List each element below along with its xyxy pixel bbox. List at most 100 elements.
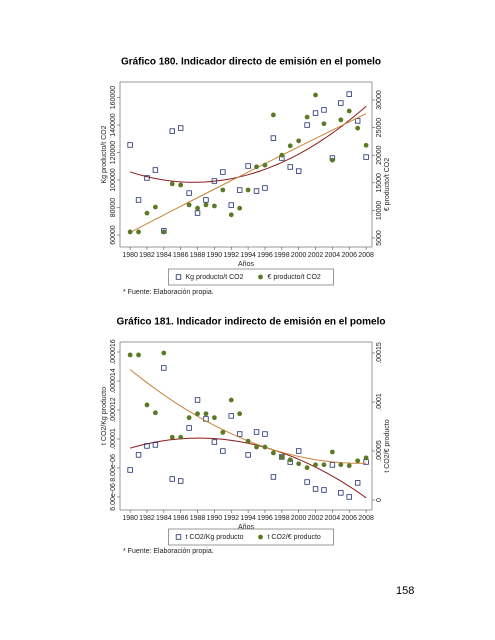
point	[262, 185, 268, 191]
x-tick-label: 1996	[257, 515, 273, 522]
point	[338, 117, 344, 123]
y2-tick-label: 20000	[376, 145, 383, 165]
x-tick-label: 1982	[139, 515, 155, 522]
point	[245, 452, 251, 458]
page-number: 158	[396, 585, 414, 597]
y2-tick-label: 0	[376, 498, 383, 502]
point	[169, 476, 175, 482]
point	[321, 107, 327, 113]
point	[195, 205, 200, 211]
point	[228, 212, 234, 218]
x-tick-label: 1986	[173, 515, 189, 522]
point	[338, 462, 344, 468]
point	[354, 118, 361, 124]
x-tick-label: 1990	[207, 252, 223, 259]
point	[220, 429, 226, 435]
point	[136, 352, 141, 358]
point	[245, 163, 251, 169]
x-tick-label: 2004	[325, 252, 341, 259]
legend-marker	[175, 534, 182, 540]
point	[279, 152, 285, 158]
point	[178, 182, 184, 188]
point	[346, 494, 352, 500]
point	[152, 410, 158, 416]
point	[169, 181, 175, 187]
plot-area	[119, 341, 373, 511]
y-tick-label: 160000	[110, 86, 117, 109]
point	[296, 461, 302, 467]
point	[270, 135, 277, 141]
y2-tick-label: 25000	[376, 118, 383, 138]
x-tick-label: 1990	[207, 515, 223, 522]
x-tick-label: 1996	[257, 252, 273, 259]
x-tick-label: 2006	[341, 252, 357, 259]
point	[194, 210, 201, 216]
point	[177, 478, 184, 484]
point	[169, 434, 175, 440]
point	[338, 490, 344, 496]
point	[304, 479, 310, 485]
point	[338, 100, 344, 106]
y2-tick-label: 30000	[376, 90, 383, 110]
x-tick-label: 2002	[308, 252, 324, 259]
point	[161, 350, 167, 356]
point	[161, 365, 167, 371]
y2-tick-label: 5000	[376, 230, 383, 246]
y2-axis-title: t CO2/€ producto	[384, 419, 391, 472]
y-tick-label: 140000	[110, 113, 117, 136]
x-tick-label: 2000	[291, 252, 307, 259]
x-tick-label: 1982	[139, 252, 155, 259]
point	[169, 128, 175, 134]
legend-marker	[258, 534, 263, 540]
y-tick-label: .000016	[110, 339, 117, 364]
point	[313, 462, 318, 468]
point	[152, 204, 158, 210]
point	[253, 429, 260, 435]
point	[304, 465, 310, 471]
y-tick-label: 120000	[110, 141, 117, 164]
legend	[168, 528, 334, 546]
point	[220, 169, 226, 175]
x-tick-label: 1988	[190, 515, 206, 522]
point	[346, 108, 352, 114]
point	[312, 486, 319, 492]
source-note: * Fuente: Elaboración propia.	[123, 289, 214, 296]
x-tick-label: 1998	[274, 252, 290, 259]
point	[354, 480, 361, 486]
x-axis-title: Años	[238, 261, 254, 268]
point	[304, 114, 310, 120]
point	[245, 438, 251, 444]
point	[262, 444, 268, 450]
x-tick-label: 1994	[240, 252, 256, 259]
x-tick-label: 1998	[274, 515, 290, 522]
point	[127, 229, 133, 235]
point	[363, 154, 369, 160]
point	[279, 454, 285, 460]
y-tick-label: .000014	[110, 368, 117, 393]
point	[304, 122, 310, 128]
y2-axis-title: € producto/t CO2	[384, 158, 391, 211]
x-tick-label: 1992	[223, 515, 239, 522]
point	[178, 434, 184, 440]
point	[136, 229, 141, 235]
legend-marker	[258, 274, 263, 280]
point	[228, 202, 234, 208]
fit-line	[129, 105, 367, 183]
fit-line	[129, 113, 367, 233]
point	[144, 402, 150, 408]
point	[161, 229, 167, 235]
x-tick-label: 1984	[156, 252, 172, 259]
point	[237, 205, 243, 211]
point	[211, 178, 218, 184]
point	[228, 397, 234, 403]
x-tick-label: 1984	[156, 515, 172, 522]
point	[245, 187, 251, 193]
point	[237, 411, 243, 417]
x-tick-label: 2002	[308, 515, 324, 522]
point	[195, 411, 200, 417]
x-tick-label: 2000	[291, 515, 307, 522]
point	[262, 431, 268, 437]
point	[186, 190, 192, 196]
chart-title: Gráfico 180. Indicador directo de emisió…	[121, 57, 381, 68]
